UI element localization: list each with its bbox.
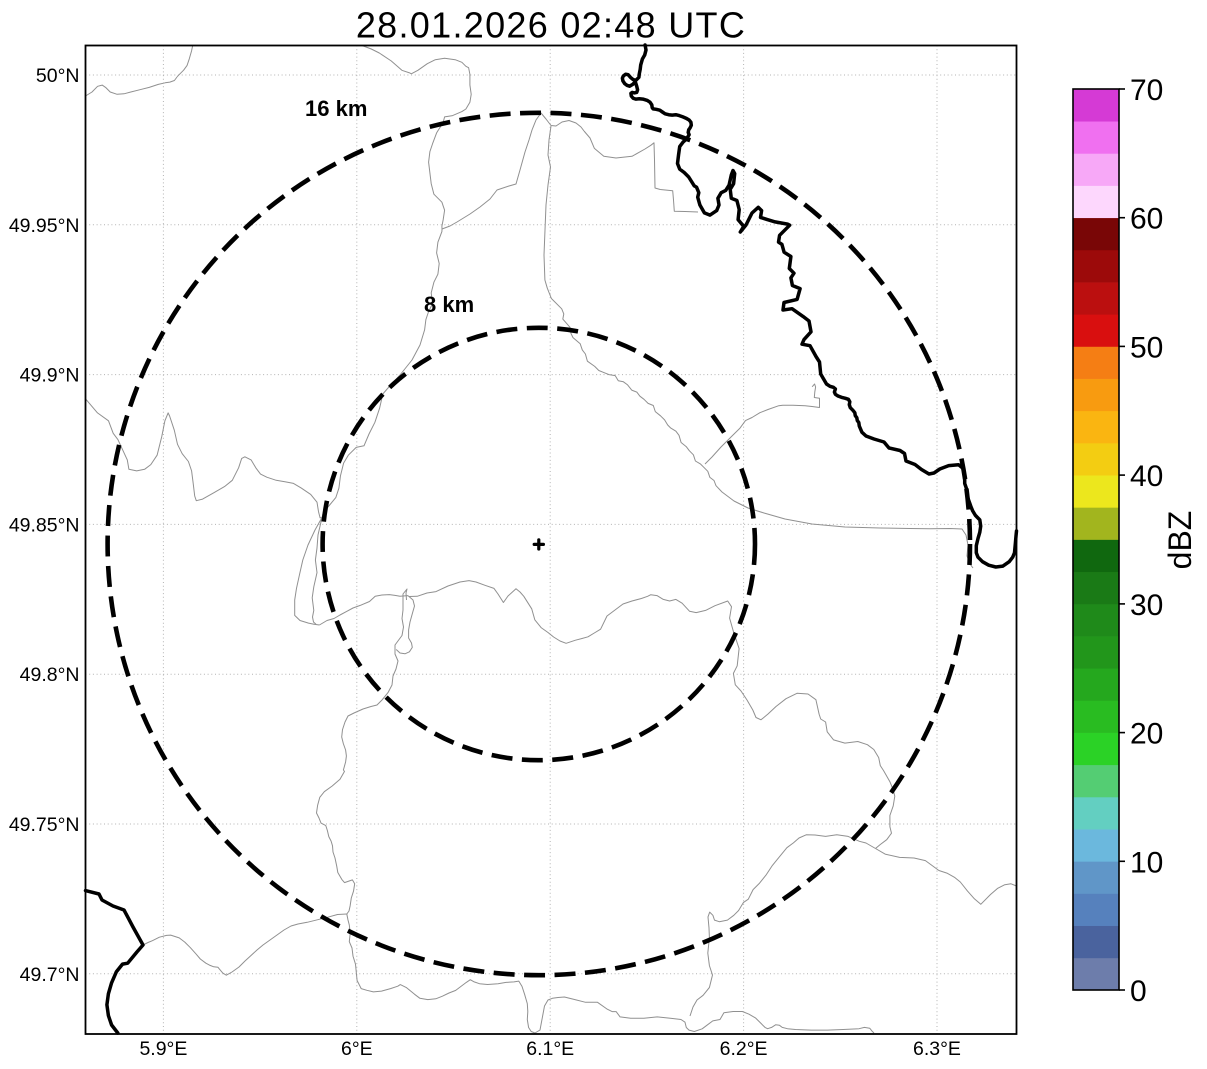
svg-text:49.85°N: 49.85°N xyxy=(9,514,80,536)
svg-text:6.3°E: 6.3°E xyxy=(913,1038,961,1060)
svg-text:50°N: 50°N xyxy=(36,65,80,87)
svg-text:16 km: 16 km xyxy=(305,96,367,121)
svg-text:49.9°N: 49.9°N xyxy=(20,365,80,387)
svg-text:50: 50 xyxy=(1130,331,1163,364)
svg-text:49.75°N: 49.75°N xyxy=(9,814,80,836)
svg-text:20: 20 xyxy=(1130,718,1163,751)
svg-text:49.95°N: 49.95°N xyxy=(9,215,80,237)
svg-text:49.8°N: 49.8°N xyxy=(20,664,80,686)
svg-text:6°E: 6°E xyxy=(341,1038,373,1060)
svg-text:10: 10 xyxy=(1130,846,1163,879)
svg-text:60: 60 xyxy=(1130,203,1163,236)
svg-text:0: 0 xyxy=(1130,975,1147,1008)
svg-text:40: 40 xyxy=(1130,460,1163,493)
svg-text:30: 30 xyxy=(1130,589,1163,622)
svg-text:6.2°E: 6.2°E xyxy=(720,1038,768,1060)
svg-text:70: 70 xyxy=(1130,74,1163,107)
svg-text:8 km: 8 km xyxy=(424,292,474,317)
svg-text:dBZ: dBZ xyxy=(1162,511,1198,570)
svg-text:5.9°E: 5.9°E xyxy=(139,1038,187,1060)
svg-text:49.7°N: 49.7°N xyxy=(20,964,80,986)
svg-text:28.01.2026 02:48 UTC: 28.01.2026 02:48 UTC xyxy=(356,5,746,46)
svg-text:6.1°E: 6.1°E xyxy=(526,1038,574,1060)
